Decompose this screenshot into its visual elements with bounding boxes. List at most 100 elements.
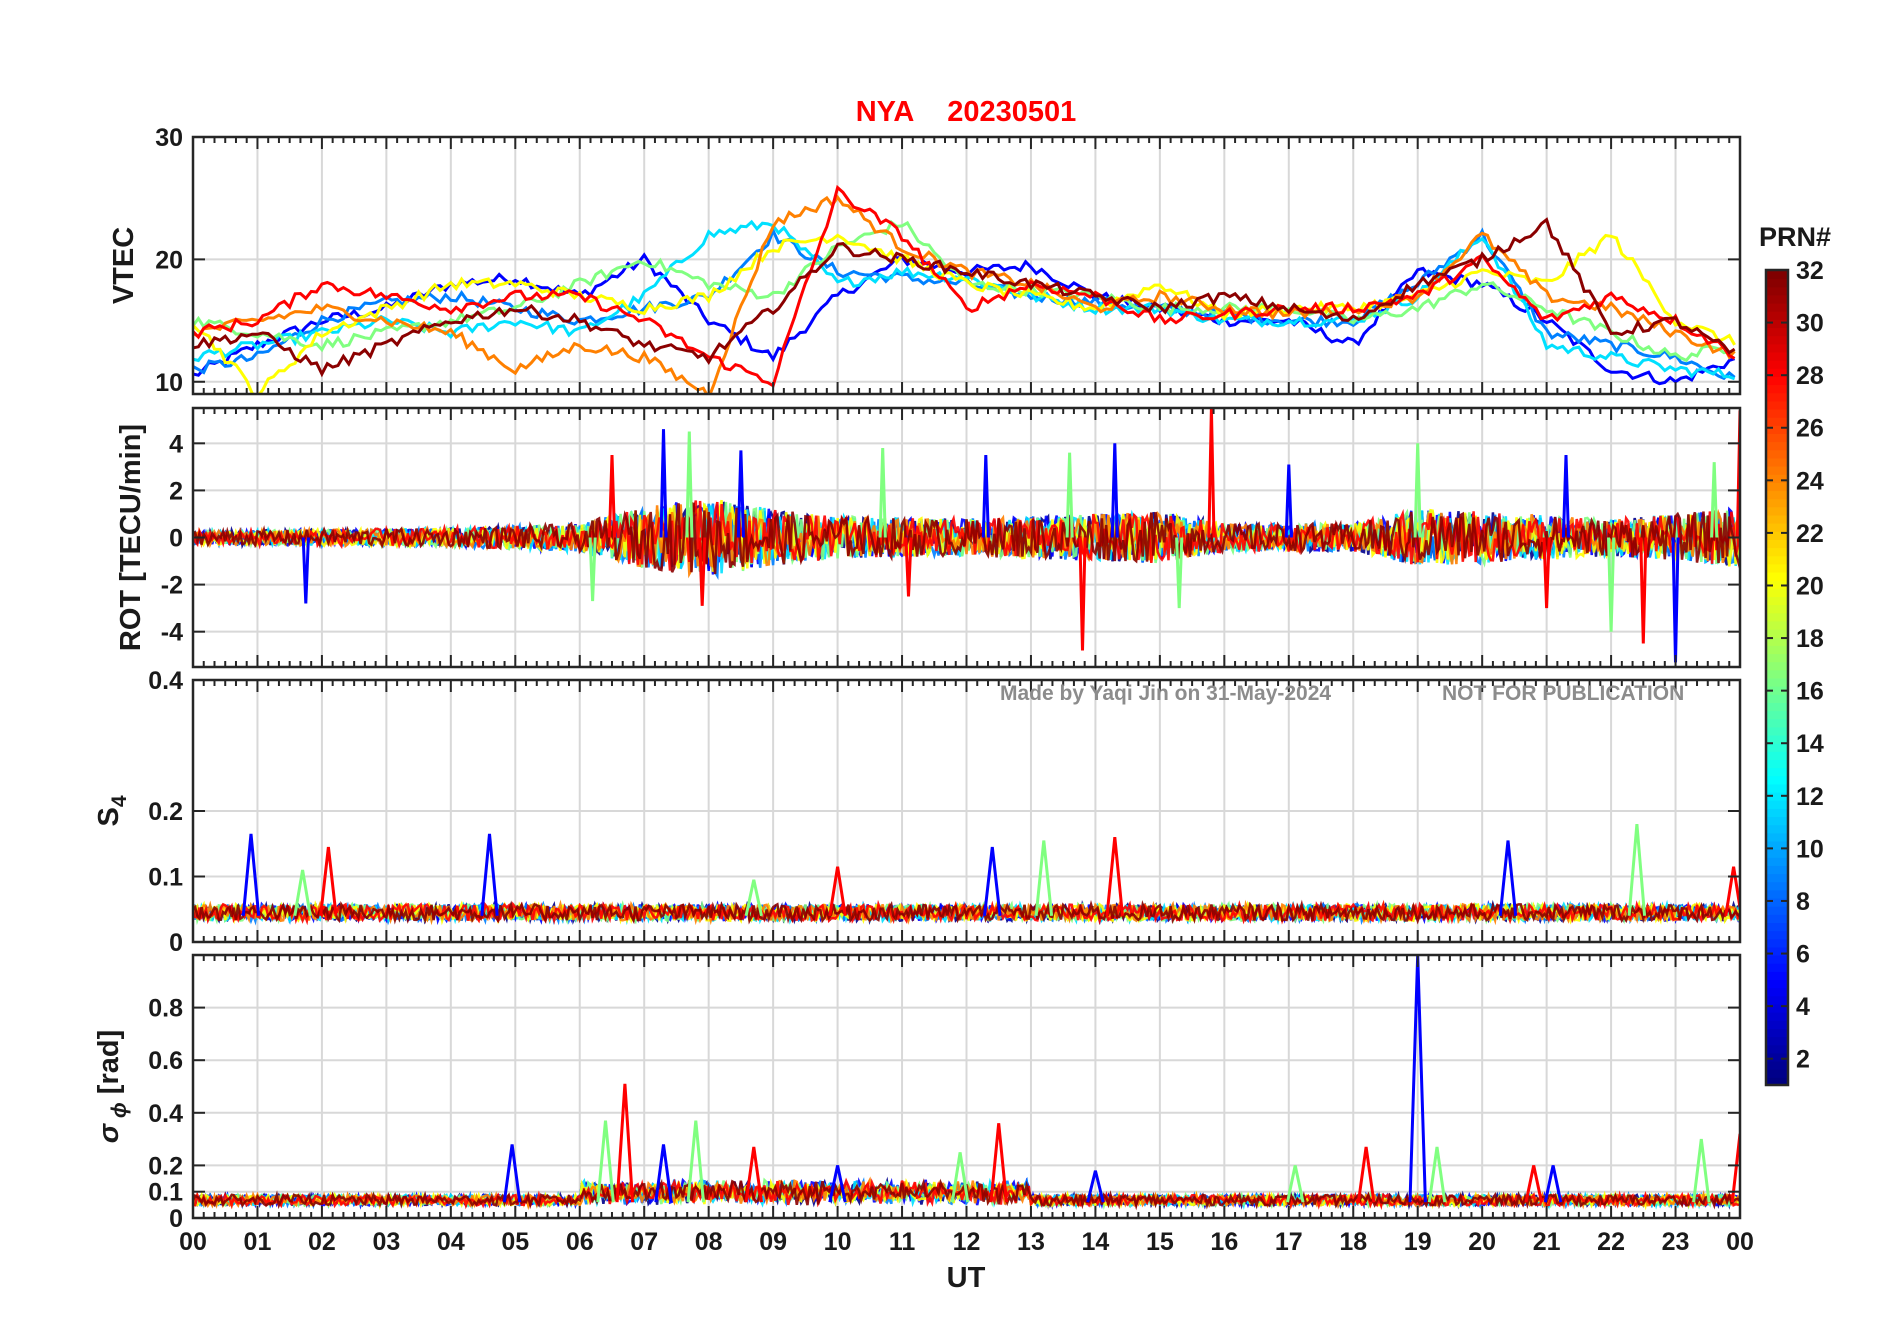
colorbar-swatch [1766, 881, 1788, 891]
colorbar-swatch [1766, 864, 1788, 875]
vtec-series-prn31 [193, 217, 1736, 378]
x-tick-label: 09 [759, 1228, 787, 1256]
colorbar-swatch [1766, 734, 1788, 744]
sigma_phi-spike [1730, 1133, 1740, 1203]
colorbar-tick-label: 22 [1796, 520, 1824, 548]
rot-spike [904, 537, 913, 597]
colorbar-swatch [1766, 791, 1788, 801]
colorbar-swatch [1766, 1036, 1788, 1046]
colorbar-swatch [1766, 677, 1788, 687]
colorbar-swatch [1766, 302, 1788, 312]
watermark-made-by: Made by Yaqi Jin on 31-May-2024 [1000, 682, 1331, 705]
colorbar-swatch [1766, 742, 1788, 752]
colorbar-swatch [1766, 1052, 1788, 1062]
colorbar-swatch [1766, 848, 1788, 858]
x-axis-label: UT [947, 1262, 986, 1294]
colorbar-swatch [1766, 661, 1788, 671]
sigma_phi-spike [989, 1123, 1008, 1203]
colorbar-swatch [1766, 310, 1788, 320]
sigma_phi-spike [1543, 1165, 1563, 1203]
x-tick-label: 14 [1082, 1228, 1110, 1256]
colorbar-swatch [1766, 1003, 1788, 1013]
sigma_phi-spike [950, 1152, 970, 1203]
colorbar-swatch [1766, 359, 1788, 369]
y-tick-label: -2 [161, 572, 183, 600]
colorbar-swatch [1766, 1011, 1788, 1021]
colorbar-swatch [1766, 750, 1788, 760]
sigma_phi-spike [502, 1144, 522, 1203]
colorbar-swatch [1766, 506, 1788, 516]
colorbar-swatch [1766, 547, 1788, 557]
panel-vtec: 10 20 30 VTEC [108, 124, 1742, 397]
x-tick-label: 00 [179, 1228, 207, 1256]
rot-spike [1710, 462, 1719, 538]
colorbar-swatch [1766, 481, 1788, 492]
colorbar-swatch [1766, 1027, 1788, 1038]
colorbar-swatch [1766, 587, 1788, 597]
y-axis-label-sub: 4 [108, 795, 131, 807]
y-tick-label: -4 [161, 619, 183, 647]
y-tick-label: 4 [169, 430, 183, 458]
x-tick-label: 13 [1017, 1228, 1045, 1256]
colorbar-swatch [1766, 995, 1788, 1005]
colorbar-swatch [1766, 286, 1788, 296]
rot-spike [1735, 410, 1740, 538]
x-tick-label: 10 [824, 1228, 852, 1256]
colorbar-frame [1764, 268, 1790, 1087]
colorbar-swatch [1766, 620, 1788, 630]
colorbar-swatch [1766, 457, 1788, 467]
colorbar-swatch [1766, 278, 1788, 288]
y-tick-label: 0 [169, 525, 183, 553]
colorbar-swatch [1766, 669, 1788, 679]
s4-spike [319, 846, 338, 916]
colorbar-swatch [1766, 1068, 1788, 1078]
rot-spike [698, 537, 707, 606]
colorbar-swatch [1766, 970, 1788, 981]
colorbar-swatch [1766, 873, 1788, 883]
colorbar-swatch [1766, 710, 1788, 720]
colorbar-swatch [1766, 979, 1788, 989]
colorbar-swatch [1766, 1076, 1788, 1086]
rot-spike [1542, 537, 1551, 609]
vtec-series-prn24 [193, 194, 1736, 394]
colorbar-swatch [1766, 335, 1788, 345]
y-tick-label: 0.4 [148, 1100, 183, 1128]
colorbar-swatch [1766, 783, 1788, 793]
sigma_phi-spike [615, 1083, 635, 1203]
colorbar-swatch [1766, 498, 1788, 508]
colorbar-tick-label: 8 [1796, 888, 1810, 916]
x-tick-label: 08 [695, 1228, 723, 1256]
y-axis-label-vtec: VTEC [108, 227, 140, 304]
y-axis-label-sigma_phi: σ ϕ [rad] [93, 1030, 131, 1144]
colorbar-tick-label: 32 [1796, 257, 1824, 285]
rot-spike [588, 537, 597, 602]
x-tick-label: 19 [1404, 1228, 1432, 1256]
s4-spike [1034, 840, 1054, 916]
rot-spike [1175, 537, 1184, 609]
colorbar-tick-label: 10 [1796, 835, 1824, 863]
colorbar-swatch [1766, 555, 1788, 565]
rot-spike [1561, 455, 1570, 538]
colorbar-swatch [1766, 856, 1788, 866]
colorbar-swatch [1766, 473, 1788, 483]
rot-spike [659, 429, 668, 538]
colorbar-swatch [1766, 392, 1788, 402]
s4-spike [744, 879, 763, 917]
colorbar-swatch [1766, 465, 1788, 475]
colorbar-swatch [1766, 913, 1788, 923]
panel-sigma_phi: 00.10.2 0.4 0.6 0.8 σ ϕ [rad] [93, 953, 1742, 1233]
plot-area [193, 408, 1740, 663]
colorbar-swatch [1766, 636, 1788, 646]
vtec-series-prn27 [193, 184, 1736, 388]
rot-spike [1207, 408, 1216, 538]
rot-spike [685, 431, 694, 538]
y-tick-label: 0.1 [148, 864, 183, 892]
colorbar-swatch [1766, 962, 1788, 972]
x-tick-label: 21 [1533, 1228, 1561, 1256]
sigma_phi-spike [1692, 1138, 1711, 1203]
colorbar-swatch [1766, 416, 1788, 426]
rot-spike [607, 455, 617, 538]
colorbar-swatch [1766, 294, 1788, 304]
colorbar-swatch [1766, 563, 1788, 573]
s4-spike [1498, 840, 1518, 916]
